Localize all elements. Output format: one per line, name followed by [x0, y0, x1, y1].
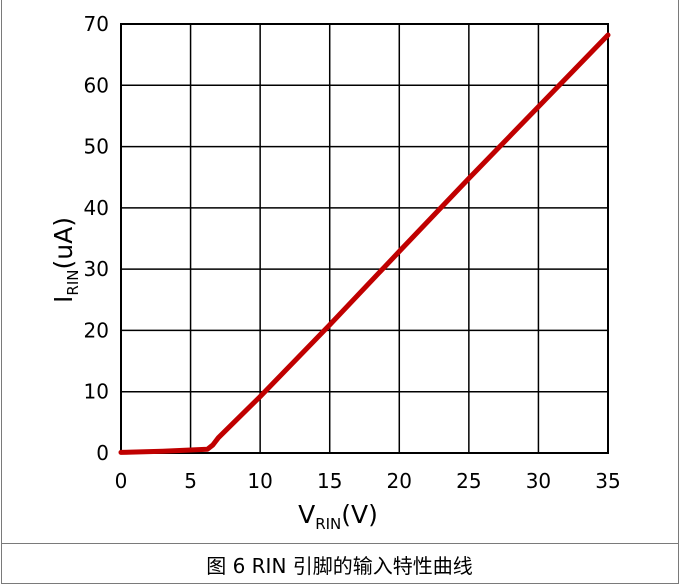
x-tick-label: 25: [456, 469, 481, 493]
x-axis-title: VRIN(V): [298, 500, 378, 533]
x-tick-label: 35: [595, 469, 620, 493]
grid-lines: [120, 23, 609, 454]
x-tick-label: 15: [317, 469, 342, 493]
y-tick-label: 40: [84, 196, 109, 220]
line-chart: 0 5 10 15 20 25 30 35 0 10 20 30 40 50 60 70 IRIN(uA) V…: [49, 12, 621, 533]
x-tick-label: 20: [387, 469, 412, 493]
y-tick-label: 50: [84, 135, 109, 159]
x-tick-label: 30: [526, 469, 551, 493]
x-tick-label: 0: [115, 469, 128, 493]
y-tick-label: 0: [96, 441, 109, 465]
plot-border: [120, 23, 609, 454]
y-tick-label: 20: [84, 318, 109, 342]
series-layer: [118, 32, 611, 455]
y-tick-label: 30: [84, 257, 109, 281]
caption-divider: [1, 543, 679, 544]
x-tick-label: 5: [184, 469, 197, 493]
tick-labels: 0 5 10 15 20 25 30 35 0 10 20 30 40 50 60 70: [84, 12, 621, 493]
y-axis-title: IRIN(uA): [49, 217, 82, 303]
x-tick-label: 10: [247, 469, 272, 493]
series-line: [118, 32, 611, 455]
figure-caption: 图 6 RIN 引脚的输入特性曲线: [206, 554, 473, 578]
y-tick-label: 70: [84, 12, 109, 36]
y-tick-label: 10: [84, 380, 109, 404]
y-tick-label: 60: [84, 73, 109, 97]
